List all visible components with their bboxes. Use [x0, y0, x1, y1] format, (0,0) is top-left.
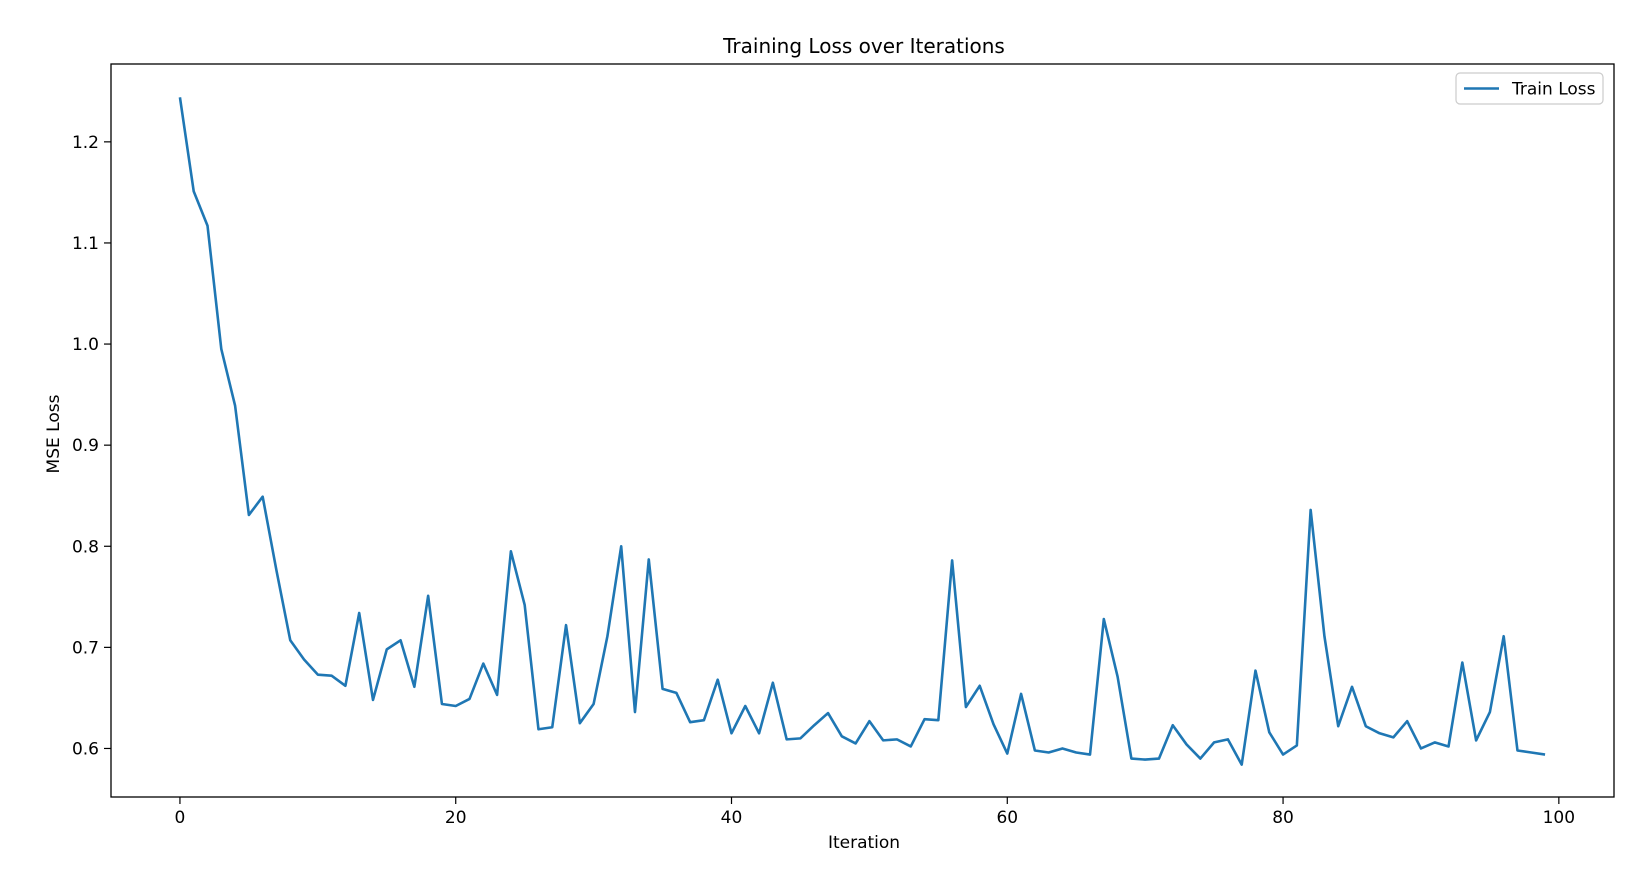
series-layer: [178, 97, 1546, 766]
legend-label-train-loss: Train Loss: [1511, 80, 1596, 100]
y-tick-label-1: 0.7: [72, 638, 99, 658]
y-tick-label-2: 0.8: [72, 537, 99, 557]
y-axis-ticks: 0.6 0.7 0.8 0.9 1.0 1.1 1.2: [72, 133, 111, 759]
y-tick-label-5: 1.1: [72, 234, 99, 254]
plot-area-frame: [110, 63, 1615, 798]
x-axis-ticks: 0 20 40 60 80 100: [175, 797, 1575, 828]
y-tick-label-4: 1.0: [72, 335, 99, 355]
legend-box: [1455, 72, 1604, 105]
x-tick-label-40: 40: [721, 808, 743, 828]
chart-title: Training Loss over Iterations: [722, 34, 1005, 58]
legend: Train Loss: [1455, 72, 1604, 105]
x-tick-label-60: 60: [996, 808, 1018, 828]
x-tick-label-20: 20: [445, 808, 467, 828]
y-axis-label: MSE Loss: [44, 394, 64, 473]
y-tick-label-3: 0.9: [72, 436, 99, 456]
x-axis-label: Iteration: [828, 833, 900, 853]
y-tick-label-6: 1.2: [72, 133, 99, 153]
series-line-train-loss: [178, 97, 1546, 766]
y-tick-label-0: 0.6: [72, 739, 99, 759]
x-tick-label-0: 0: [175, 808, 186, 828]
x-tick-label-80: 80: [1272, 808, 1294, 828]
x-tick-label-100: 100: [1543, 808, 1575, 828]
